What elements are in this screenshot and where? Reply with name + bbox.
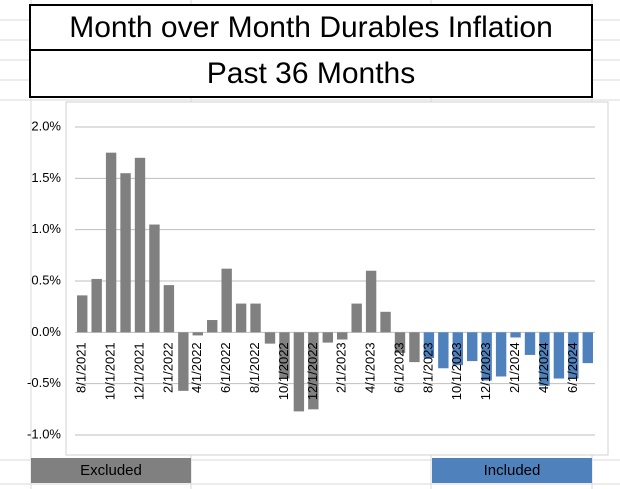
bar [409, 332, 420, 363]
bar [467, 332, 478, 362]
y-tick-label: 0.0% [31, 324, 61, 339]
bar [91, 278, 102, 333]
x-tick-label: 2/1/2022 [160, 342, 175, 393]
bar [337, 332, 348, 340]
bar [452, 332, 463, 366]
x-tick-label: 8/1/2023 [420, 342, 435, 393]
bar [163, 285, 175, 333]
x-tick-label: 12/1/2022 [305, 342, 320, 400]
bar [524, 332, 536, 355]
x-tick-label: 8/1/2022 [247, 342, 262, 393]
title-box [29, 4, 593, 51]
bar [351, 303, 362, 333]
y-tick-label: 1.0% [31, 221, 61, 236]
bar [322, 332, 333, 343]
x-tick-label: 4/1/2022 [189, 342, 204, 393]
bar [105, 152, 117, 333]
bar [264, 332, 276, 344]
bar [192, 332, 203, 336]
bar [178, 332, 189, 391]
x-tick-label: 6/1/2023 [391, 342, 406, 393]
bar [120, 173, 131, 333]
chart-area [65, 101, 609, 456]
legend-swatch [432, 458, 592, 483]
x-tick-label: 12/1/2021 [131, 342, 146, 400]
x-tick-label: 6/1/2024 [565, 342, 580, 393]
bar [539, 332, 550, 386]
x-tick-label: 2/1/2024 [507, 342, 522, 393]
x-tick-label: 12/1/2023 [478, 342, 493, 400]
y-tick-label: 1.5% [31, 170, 61, 185]
bar [77, 295, 88, 333]
bar [149, 224, 160, 333]
x-tick-label: 4/1/2024 [536, 342, 551, 393]
bar [495, 332, 507, 377]
bar [438, 332, 449, 369]
legend-label: Excluded [80, 462, 142, 479]
bar [308, 332, 319, 410]
bar [221, 268, 232, 333]
bar [207, 320, 218, 333]
bar [250, 303, 261, 333]
bar [553, 332, 565, 379]
y-tick-label: -0.5% [27, 375, 61, 390]
subtitle-box [29, 49, 593, 98]
bar [394, 332, 406, 353]
bar [582, 332, 593, 364]
legend-label: Included [484, 462, 541, 479]
y-tick-label: -1.0% [27, 426, 61, 441]
bar [134, 157, 146, 333]
y-tick-label: 2.0% [31, 118, 61, 133]
x-tick-label: 6/1/2022 [218, 342, 233, 393]
x-tick-label: 2/1/2023 [334, 342, 349, 393]
x-tick-label: 4/1/2023 [363, 342, 378, 393]
chart-title: Month over Month Durables Inflation [69, 11, 553, 44]
bar [293, 332, 305, 412]
chart-subtitle: Past 36 Months [207, 57, 415, 90]
legend-swatch [31, 458, 191, 483]
bar [235, 303, 247, 333]
bar [279, 332, 290, 379]
bar [510, 332, 521, 338]
bar [365, 270, 377, 333]
y-tick-label: 0.5% [31, 272, 61, 287]
x-tick-label: 10/1/2023 [449, 342, 464, 400]
bar [481, 332, 492, 381]
bar [568, 332, 579, 379]
x-tick-label: 8/1/2021 [74, 342, 89, 393]
bar [423, 332, 435, 358]
bar [380, 311, 391, 333]
x-tick-label: 10/1/2022 [276, 342, 291, 400]
x-tick-label: 10/1/2021 [103, 342, 118, 400]
